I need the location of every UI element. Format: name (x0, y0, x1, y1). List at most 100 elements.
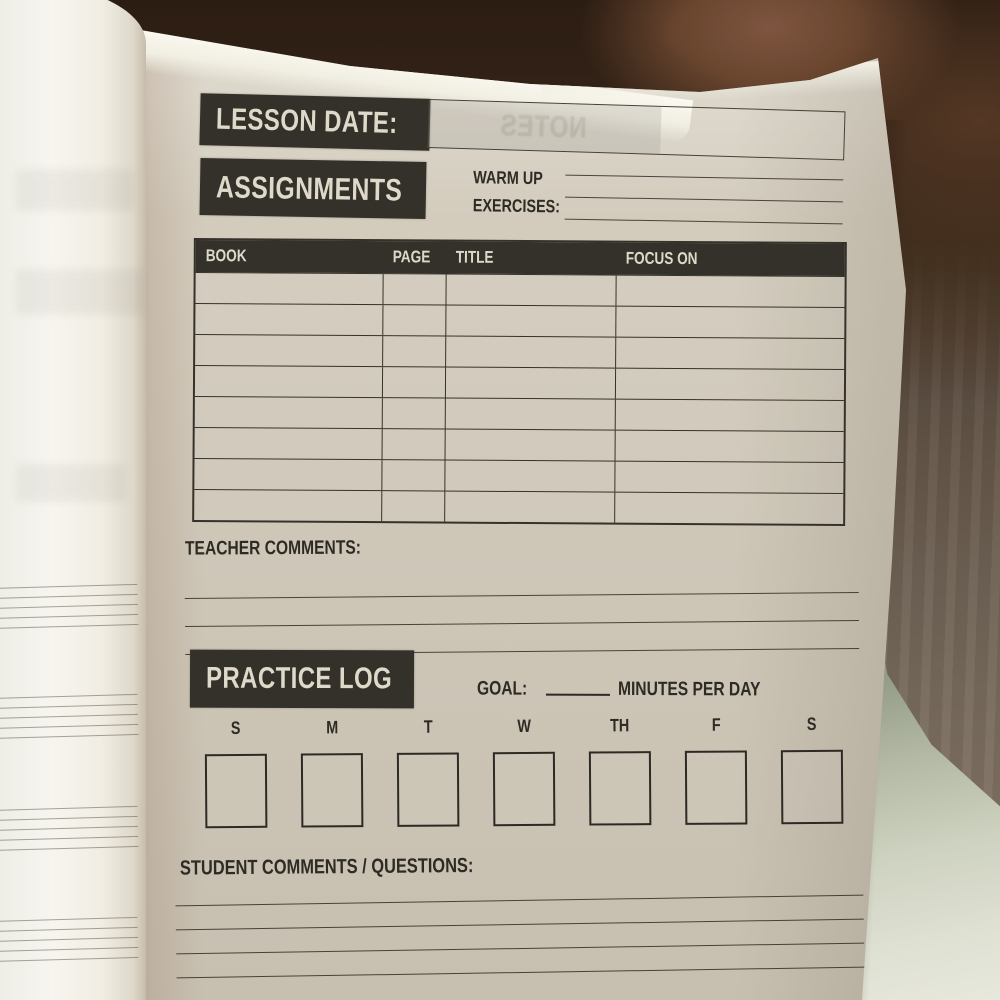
table-cell (444, 367, 616, 399)
assignments-label: ASSIGNMENTS (215, 168, 403, 208)
staff-line (0, 926, 138, 933)
table-row (194, 396, 844, 431)
table-cell (445, 305, 616, 337)
practice-day-checkbox (492, 751, 556, 827)
bleed-through-notes-text: NOTES (499, 109, 587, 145)
table-cell (195, 335, 382, 366)
table-row (194, 489, 844, 524)
table-row (195, 303, 845, 338)
staff-line (0, 845, 139, 852)
goal-blank-line (545, 693, 610, 696)
teacher-comments-text: TEACHER COMMENTS: (184, 536, 361, 560)
table-cell (194, 490, 381, 521)
table-cell (615, 275, 845, 307)
assignments-table: BOOK PAGE TITLE FOCUS ON (192, 238, 847, 526)
write-line (176, 966, 865, 979)
table-row (194, 427, 844, 462)
column-header-focus-on: FOCUS ON (616, 243, 845, 276)
goal-row: GOAL: MINUTES PER DAY (477, 677, 796, 701)
student-comments-write-lines (175, 894, 865, 979)
column-header-text: PAGE (392, 247, 431, 267)
table-row (194, 458, 844, 493)
assignments-table-body (194, 272, 845, 524)
table-cell (445, 336, 616, 368)
day-column-th-4: TH (588, 715, 653, 826)
table-row (195, 272, 845, 307)
staff-line (0, 956, 139, 963)
practice-day-checkbox (204, 753, 268, 829)
write-line (176, 942, 865, 955)
table-cell (195, 273, 382, 304)
lesson-date-banner: LESSON DATE: (199, 93, 431, 151)
bleed-through-blob (16, 269, 144, 315)
staff-line (0, 805, 138, 812)
lesson-date-field: NOTES (427, 99, 846, 161)
warm-up-write-lines (564, 174, 844, 225)
column-header-page: PAGE (383, 241, 446, 273)
practice-day-checkbox (588, 751, 652, 826)
write-line (175, 894, 864, 907)
staff-line (0, 583, 138, 590)
practice-day-checkbox (396, 752, 460, 827)
column-header-book: BOOK (196, 240, 383, 273)
table-cell (382, 274, 446, 305)
lesson-date-label: LESSON DATE: (215, 102, 399, 141)
music-staff-lines (0, 805, 139, 852)
warm-up-label-line1: WARM UP (473, 167, 543, 189)
bleed-through-blob (16, 169, 134, 211)
practice-log-label: PRACTICE LOG (205, 661, 393, 696)
staff-line (0, 703, 138, 710)
day-letter: W (516, 715, 531, 737)
table-cell (444, 429, 615, 461)
table-row (195, 334, 845, 369)
music-staff-lines (0, 916, 139, 963)
warm-up-label-line2: EXERCISES: (472, 195, 561, 217)
day-letter: M (325, 717, 338, 738)
table-cell (381, 367, 446, 398)
day-column-s-6: S (780, 714, 845, 825)
table-cell (194, 459, 381, 490)
table-cell (444, 460, 615, 492)
day-letter: TH (610, 715, 630, 736)
staff-line (0, 713, 138, 720)
teacher-comments-label: TEACHER COMMENTS: (185, 536, 405, 560)
table-cell (381, 398, 445, 429)
notebook-page: LESSON DATE: NOTES ASSIGNMENTS WARM UP E… (115, 30, 906, 1000)
day-column-t-2: T (396, 716, 461, 827)
write-line (175, 918, 864, 931)
write-line (565, 196, 843, 203)
table-cell (382, 305, 446, 336)
column-header-text: FOCUS ON (625, 248, 698, 269)
music-staff-lines (0, 583, 139, 630)
staff-line (0, 835, 139, 842)
table-cell (381, 460, 445, 491)
write-line (564, 218, 843, 225)
day-column-m-1: M (300, 717, 365, 828)
teacher-comments-write-lines (184, 592, 860, 655)
table-cell (614, 492, 844, 524)
staff-line (0, 733, 139, 740)
practice-log-banner: PRACTICE LOG (189, 649, 415, 709)
goal-suffix: MINUTES PER DAY (617, 677, 761, 701)
staff-line (0, 936, 138, 943)
column-header-title: TITLE (446, 242, 616, 275)
day-column-f-5: F (684, 714, 749, 825)
day-column-s-0: S (204, 718, 269, 829)
table-cell (614, 399, 844, 431)
staff-line (0, 723, 139, 730)
table-cell (195, 428, 382, 459)
staff-line (0, 603, 138, 610)
staff-line (0, 593, 138, 600)
column-header-text: BOOK (205, 246, 247, 266)
table-cell (614, 430, 844, 462)
student-comments-label: STUDENT COMMENTS / QUESTIONS: (180, 853, 547, 880)
write-line (184, 592, 859, 599)
table-cell (615, 306, 845, 338)
staff-line (0, 613, 139, 620)
table-cell (444, 398, 615, 430)
day-letter: T (423, 716, 433, 737)
table-cell (614, 368, 845, 400)
table-cell (195, 304, 382, 335)
student-comments-text: STUDENT COMMENTS / QUESTIONS: (179, 854, 474, 880)
